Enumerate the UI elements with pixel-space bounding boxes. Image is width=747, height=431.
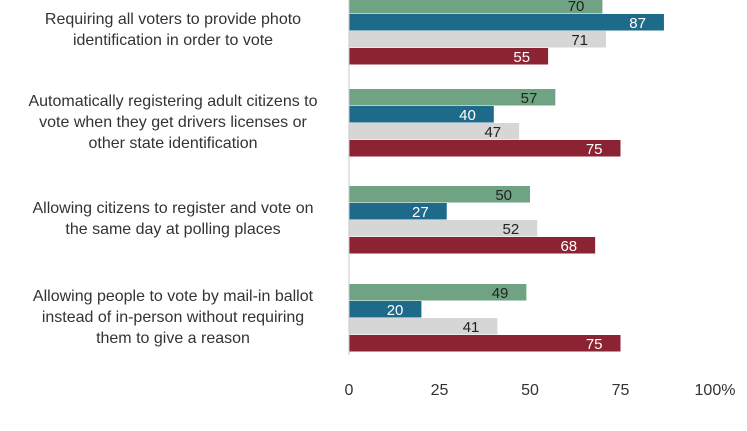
bar [349,186,530,203]
bar-value-label: 87 [629,15,646,32]
bar [349,284,527,301]
bar-value-label: 52 [503,221,520,238]
bar-value-label: 70 [568,0,585,15]
category-label-line: Automatically registering adult citizens… [28,92,318,110]
bar [349,0,603,14]
category-label-line: other state identification [88,134,258,152]
x-tick-label: 25 [431,382,449,399]
category-label: Automatically registering adult citizens… [0,91,346,154]
bar-value-label: 27 [412,204,429,221]
bar [349,335,621,352]
category-label-line: Allowing citizens to register and vote o… [32,200,314,217]
x-tick-label: 75 [612,382,630,399]
x-tick-label: 100% [695,382,736,399]
category-label: Allowing people to vote by mail-in ballo… [0,286,346,349]
bar [349,31,607,48]
bar [349,89,556,106]
bar-value-label: 49 [492,285,509,302]
bar [349,14,664,31]
bar-value-label: 68 [560,238,577,255]
bar-value-label: 20 [387,302,404,319]
bar-value-label: 40 [459,107,476,124]
bar-value-label: 47 [484,124,501,141]
category-label: Allowing citizens to register and vote o… [0,198,346,240]
category-label-line: the same day at polling places [65,221,281,238]
bar-value-label: 75 [586,141,603,158]
bar [349,318,498,335]
x-tick-label: 0 [345,382,354,399]
bar-value-label: 50 [495,187,512,204]
category-label-line: them to give a reason [96,329,250,347]
bar [349,220,538,237]
category-label-line: instead of in-person without requiring [41,308,305,326]
bar-value-label: 71 [571,32,588,49]
category-label-line: Allowing people to vote by mail-in ballo… [32,287,314,305]
category-label-line: identification in order to vote [72,32,274,49]
bar-value-label: 55 [513,49,530,66]
bar [349,140,621,157]
bar [349,48,549,65]
x-tick-label: 50 [521,382,539,399]
category-label-line: vote when they get drivers licenses or [39,113,307,131]
bar-value-label: 57 [521,90,538,107]
category-label-line: Requiring all voters to provide photo [44,11,302,28]
bar [349,106,494,123]
bar [349,123,520,140]
bar [349,301,422,318]
bar-value-label: 41 [463,319,480,336]
category-label: Requiring all voters to provide photo ide… [0,9,346,51]
bar [349,237,596,254]
bar [349,203,447,220]
bar-value-label: 75 [586,336,603,353]
